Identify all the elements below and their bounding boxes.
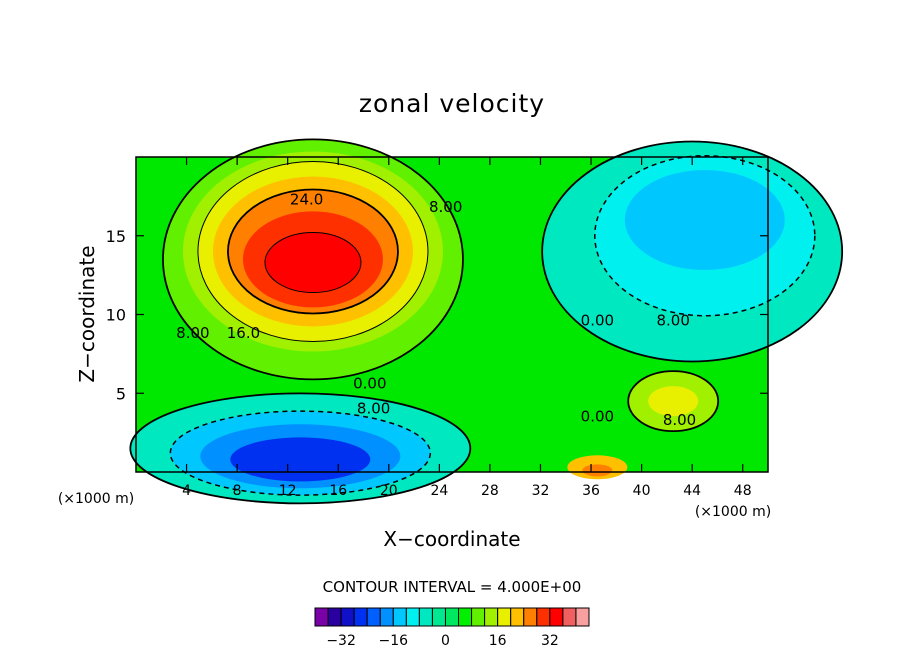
colorbar-swatch (458, 607, 473, 627)
y-tick-label: 15 (106, 227, 126, 246)
colorbar-swatch (353, 607, 368, 627)
y-tick-label: 5 (116, 384, 126, 403)
x-tick-label: 16 (329, 483, 347, 499)
colorbar-swatch (484, 607, 499, 627)
x-tick-label: 28 (481, 483, 499, 499)
contour-line (594, 155, 816, 317)
contour-label: 0.00 (353, 375, 386, 393)
colorbar-tick-label: 0 (441, 633, 450, 649)
x-axis-ticks: 4 8 12 16 20 24 28 32 36 40 44 48 (182, 157, 752, 499)
colorbar-tick-label: −32 (326, 633, 356, 649)
colorbar-swatch (497, 607, 512, 627)
colorbar-swatch (392, 607, 407, 627)
x-tick-label: 8 (233, 483, 242, 499)
colorbar-tick-label: −16 (379, 633, 409, 649)
colorbar-swatch (366, 607, 381, 627)
colorbar-tick-labels: −32 −16 0 16 32 (326, 633, 558, 649)
colorbar-swatch (562, 607, 577, 627)
contour-line (627, 370, 720, 433)
contour-label: 0.00 (581, 408, 614, 426)
x-axis-label: X−coordinate (383, 527, 520, 551)
colorbar-swatch (444, 607, 460, 627)
contour-label: 8.00 (429, 198, 462, 216)
colorbar-swatch (314, 607, 329, 627)
x-tick-label: 24 (430, 483, 448, 499)
colorbar-swatch (523, 607, 538, 627)
chart-title: zonal velocity (359, 89, 545, 118)
x-tick-label: 40 (633, 483, 651, 499)
x-tick-label: 32 (532, 483, 550, 499)
contour-fill (230, 437, 371, 482)
contour-line (169, 410, 432, 496)
contour-fill (264, 232, 361, 293)
plot-area: 24.0 8.00 8.00 16.0 0.00 8.00 0.00 8.00 0.00 8.00 (129, 138, 844, 505)
contour-label: 8.00 (663, 411, 696, 429)
contour-fill (582, 464, 613, 477)
colorbar-swatch (431, 607, 446, 627)
y-axis-label: Z−coordinate (75, 245, 99, 382)
contour-label: 8.00 (357, 400, 390, 418)
x-tick-label: 48 (734, 483, 752, 499)
x-tick-label: 44 (683, 483, 701, 499)
contour-label: 0.00 (581, 312, 614, 330)
contour-label: 24.0 (290, 190, 323, 208)
contour-line (162, 138, 464, 381)
colorbar-swatch (405, 607, 420, 627)
contour-line (227, 188, 399, 315)
colorbar-swatch (340, 607, 355, 627)
contour-fill (648, 386, 699, 417)
colorbar-swatch (327, 607, 342, 627)
contour-interval-text: CONTOUR INTERVAL = 4.000E+00 (323, 578, 582, 596)
contour-fill (624, 170, 785, 270)
x-tick-label: 12 (279, 483, 297, 499)
contour-line (264, 232, 362, 294)
colorbar (314, 607, 590, 627)
colorbar-swatch (575, 607, 590, 627)
colorbar-swatch (471, 607, 486, 627)
contour-label: 8.00 (176, 324, 209, 342)
x-tick-label: 20 (380, 483, 398, 499)
contour-line (541, 140, 844, 363)
colorbar-swatch (379, 607, 394, 627)
x-tick-label: 36 (582, 483, 600, 499)
colorbar-swatch (536, 607, 551, 627)
y-axis-ticks: 5 10 15 (106, 227, 768, 403)
contour-label: 16.0 (227, 324, 260, 342)
contour-line (197, 161, 429, 342)
x-unit-label-right: (×1000 m) (695, 504, 771, 520)
contour-lines (129, 138, 844, 505)
contour-line (129, 392, 472, 505)
colorbar-swatch (510, 607, 525, 627)
colorbar-swatch (549, 607, 564, 627)
contour-labels: 24.0 8.00 8.00 16.0 0.00 8.00 0.00 8.00 0.00 8.00 (176, 190, 696, 429)
colorbar-swatch (418, 607, 433, 627)
x-tick-label: 4 (182, 483, 191, 499)
colorbar-tick-label: 16 (489, 633, 507, 649)
y-tick-label: 10 (106, 306, 126, 325)
x-unit-label-left: (×1000 m) (58, 491, 134, 507)
contour-label: 8.00 (656, 312, 689, 330)
colorbar-tick-label: 32 (541, 633, 559, 649)
